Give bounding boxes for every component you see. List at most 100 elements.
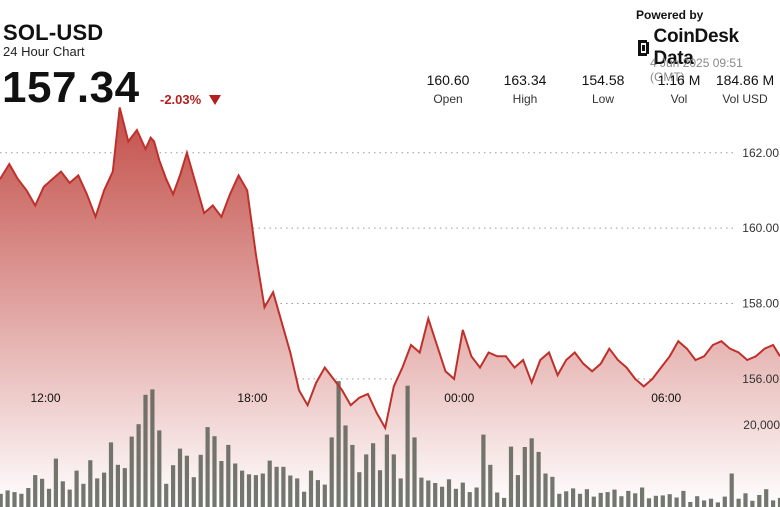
volume-bar bbox=[40, 478, 45, 507]
volume-bar bbox=[474, 487, 479, 507]
volume-bar bbox=[88, 460, 93, 507]
volume-bar bbox=[143, 394, 148, 507]
volume-bar bbox=[53, 458, 58, 507]
volume-bar bbox=[502, 497, 507, 507]
time-tick-label: 12:00 bbox=[31, 391, 61, 405]
volume-bar bbox=[667, 494, 672, 507]
volume-bar bbox=[177, 448, 183, 507]
volume-bar bbox=[350, 444, 355, 507]
volume-bar bbox=[371, 443, 376, 507]
volume-bar bbox=[212, 436, 217, 507]
stat-open: 160.60 Open bbox=[408, 72, 488, 106]
volume-bar bbox=[398, 478, 403, 507]
volume-bar bbox=[660, 495, 665, 507]
price-change: -2.03% bbox=[160, 92, 202, 107]
volume-bar bbox=[95, 478, 100, 507]
volume-bar bbox=[591, 496, 596, 507]
volume-bar bbox=[405, 385, 410, 507]
volume-bar bbox=[19, 493, 24, 507]
time-tick-label: 06:00 bbox=[651, 391, 681, 405]
stat-label: High bbox=[512, 92, 538, 106]
volume-bar bbox=[674, 497, 679, 507]
volume-bar bbox=[384, 434, 389, 507]
volume-bar bbox=[157, 430, 162, 507]
price-tick-labels: 162.00 160.00 158.00 156.00 20,000 bbox=[742, 146, 780, 432]
volume-bar bbox=[564, 491, 569, 507]
volume-bar bbox=[598, 492, 603, 507]
volume-bar bbox=[33, 475, 38, 507]
volume-bar bbox=[653, 495, 658, 507]
stat-low: 154.58 Low bbox=[563, 72, 643, 106]
volume-bar bbox=[315, 480, 320, 507]
volume-bar bbox=[0, 493, 3, 507]
down-arrow-icon bbox=[209, 95, 221, 105]
volume-bar bbox=[757, 495, 762, 507]
volume-bar bbox=[26, 488, 31, 507]
volume-bar bbox=[191, 477, 196, 507]
volume-bar bbox=[5, 490, 10, 507]
volume-bar bbox=[164, 483, 169, 507]
volume-bar bbox=[343, 425, 348, 507]
volume-bar bbox=[571, 488, 576, 507]
volume-bar bbox=[481, 434, 486, 507]
volume-bar bbox=[467, 492, 472, 507]
volume-bar bbox=[233, 463, 238, 507]
time-tick-label: 18:00 bbox=[237, 391, 267, 405]
volume-bar bbox=[646, 498, 652, 507]
volume-bar bbox=[440, 486, 445, 507]
stat-value: 163.34 bbox=[503, 72, 547, 88]
volume-bar bbox=[688, 502, 693, 507]
stat-label: Vol bbox=[670, 92, 688, 106]
volume-bar bbox=[695, 496, 700, 507]
stat-value: 160.60 bbox=[426, 72, 470, 88]
coindesk-logo-icon bbox=[636, 38, 652, 58]
volume-bar bbox=[708, 498, 714, 507]
volume-bar bbox=[577, 493, 583, 507]
volume-bar bbox=[377, 470, 383, 507]
volume-bar bbox=[626, 490, 631, 507]
volume-bar bbox=[67, 489, 72, 507]
volume-tick-label: 20,000 bbox=[743, 418, 780, 432]
timestamp: 4 Jun 2025 09:51 (GMT) bbox=[650, 56, 743, 84]
volume-bar bbox=[715, 502, 720, 507]
stat-label: Low bbox=[591, 92, 614, 106]
volume-bar bbox=[329, 437, 334, 507]
volume-bar bbox=[612, 489, 617, 507]
price-area-fill bbox=[0, 107, 780, 507]
volume-bar bbox=[508, 446, 514, 507]
volume-bar bbox=[446, 479, 452, 507]
volume-bar bbox=[536, 451, 541, 507]
volume-bar bbox=[302, 491, 307, 507]
volume-bar bbox=[129, 436, 134, 507]
volume-bar bbox=[729, 473, 734, 507]
volume-bar bbox=[240, 470, 245, 507]
volume-bar bbox=[336, 381, 341, 507]
volume-bar bbox=[46, 488, 52, 507]
volume-bar bbox=[453, 488, 458, 507]
volume-bar bbox=[495, 492, 500, 507]
stat-label: Vol USD bbox=[722, 92, 768, 106]
volume-bar bbox=[743, 493, 748, 507]
price-tick-label: 156.00 bbox=[742, 372, 779, 386]
current-price: 157.34 bbox=[2, 63, 140, 112]
volume-bar bbox=[60, 481, 65, 507]
stat-label: Open bbox=[433, 92, 463, 106]
volume-bar bbox=[433, 483, 438, 507]
volume-bar bbox=[584, 489, 589, 507]
volume-bar bbox=[529, 438, 534, 507]
brand-logo: CoinDesk Data bbox=[636, 26, 780, 70]
pair-title: SOL-USD bbox=[3, 20, 104, 45]
volume-bar bbox=[260, 473, 265, 507]
time-tick-labels: 12:00 18:00 00:00 06:00 bbox=[31, 391, 682, 405]
volume-bar bbox=[750, 500, 755, 507]
volume-bar bbox=[281, 466, 286, 507]
volume-bar bbox=[253, 475, 258, 507]
volume-bar bbox=[515, 475, 520, 507]
price-line bbox=[0, 107, 780, 431]
stat-value: 1.16 M bbox=[657, 72, 701, 88]
volume-bar bbox=[736, 498, 741, 507]
volume-bar bbox=[115, 464, 120, 507]
volume-bar bbox=[184, 455, 189, 507]
volume-bar bbox=[771, 500, 776, 507]
